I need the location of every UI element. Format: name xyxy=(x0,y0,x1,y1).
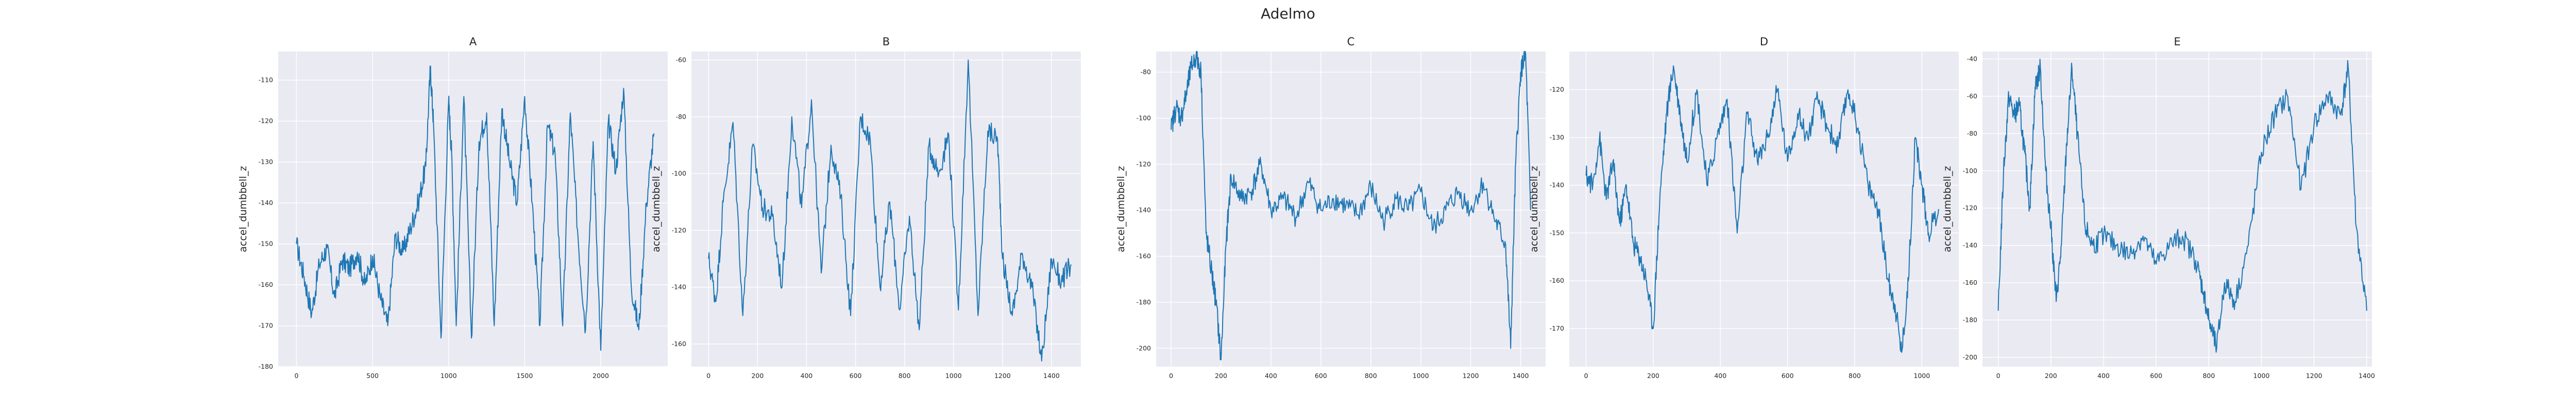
series-line xyxy=(1171,51,1531,360)
x-tick-label: 1000 xyxy=(2253,372,2270,380)
x-tick-label: 400 xyxy=(801,372,813,380)
x-tick-label: 0 xyxy=(706,372,710,380)
y-axis-label: accel_dumbbell_z xyxy=(1115,166,1127,252)
y-tick-label: -200 xyxy=(1963,353,1977,361)
subplot-B: 0 200 400 600 800 1000 1200 1400 -160 -140 -120 -10… xyxy=(651,36,1081,380)
y-tick-label: -170 xyxy=(259,322,273,330)
y-tick-label: -120 xyxy=(1137,160,1151,168)
subplot-D: 0 200 400 600 800 1000 -170 -160 -150 -140 -130 -12… xyxy=(1529,36,1959,380)
series-line xyxy=(1997,59,2367,353)
y-tick-label: -100 xyxy=(672,169,686,177)
y-tick-label: -110 xyxy=(259,76,273,84)
x-tick-label: 500 xyxy=(366,372,379,380)
y-tick-label: -150 xyxy=(259,240,273,248)
y-tick-label: -170 xyxy=(1550,324,1564,332)
subplot-C: 0 200 400 600 800 1000 1200 1400 -200 -180 -160 -14… xyxy=(1115,36,1546,380)
y-axis-label: accel_dumbbell_z xyxy=(1529,166,1540,252)
subplot-grid: 0 500 1000 1500 2000-180-170-160-150-140-130… xyxy=(238,36,2375,380)
y-tick-label: -140 xyxy=(672,283,686,291)
y-tick-label: -120 xyxy=(672,226,686,234)
x-tick-label: 200 xyxy=(751,372,764,380)
x-tick-label: 1400 xyxy=(2359,372,2375,380)
y-tick-label: -80 xyxy=(1967,129,1977,137)
y-tick-label: -200 xyxy=(1137,344,1151,352)
plot-area xyxy=(1569,52,1959,367)
y-tick-label: -40 xyxy=(1967,55,1977,62)
plot-area xyxy=(691,52,1081,367)
subplot-title: E xyxy=(2174,36,2180,48)
x-tick-label: 600 xyxy=(850,372,862,380)
y-axis-label: accel_dumbbell_z xyxy=(1942,166,1953,252)
y-tick-label: -120 xyxy=(259,117,273,125)
subplot-A: 0 500 1000 1500 2000 -180 -170 -160 -150 -140 -130… xyxy=(238,36,668,380)
x-tick-label: 200 xyxy=(1647,372,1659,380)
x-tick-label: 1400 xyxy=(1513,372,1529,380)
x-tick-label: 400 xyxy=(2097,372,2110,380)
y-tick-label: -120 xyxy=(1550,85,1564,93)
x-tick-label: 800 xyxy=(1849,372,1861,380)
x-tick-label: 1200 xyxy=(2306,372,2323,380)
x-tick-label: 2000 xyxy=(592,372,609,380)
series-line xyxy=(296,65,655,351)
plot-area xyxy=(1156,52,1546,367)
plot-area xyxy=(1982,52,2372,367)
y-tick-label: -180 xyxy=(1137,298,1151,306)
y-tick-label: -180 xyxy=(259,363,273,370)
x-tick-label: 0 xyxy=(1584,372,1588,380)
y-tick-label: -150 xyxy=(1550,229,1564,236)
subplot-title: A xyxy=(469,36,477,48)
y-tick-label: -160 xyxy=(1963,279,1977,286)
x-tick-label: 1200 xyxy=(994,372,1011,380)
x-tick-label: 1000 xyxy=(440,372,457,380)
y-tick-label: -140 xyxy=(1963,242,1977,249)
x-tick-label: 0 xyxy=(1996,372,2001,380)
x-tick-label: 200 xyxy=(2045,372,2057,380)
y-tick-label: -140 xyxy=(1137,206,1151,214)
y-tick-label: -160 xyxy=(672,340,686,348)
x-tick-label: 600 xyxy=(1315,372,1327,380)
x-tick-label: 0 xyxy=(1169,372,1173,380)
y-tick-label: -100 xyxy=(1963,167,1977,175)
x-tick-label: 600 xyxy=(2150,372,2162,380)
subplot-title: B xyxy=(883,36,890,48)
series-line xyxy=(1585,65,1939,353)
x-tick-label: 1000 xyxy=(1413,372,1429,380)
y-tick-label: -100 xyxy=(1137,114,1151,122)
y-tick-label: -140 xyxy=(259,199,273,207)
subplot-title: D xyxy=(1760,36,1768,48)
x-tick-label: 1400 xyxy=(1043,372,1060,380)
x-tick-label: 1000 xyxy=(945,372,962,380)
series-line xyxy=(708,59,1072,362)
y-tick-label: -130 xyxy=(259,158,273,166)
x-tick-label: 0 xyxy=(294,372,298,380)
y-tick-label: -80 xyxy=(1141,68,1151,76)
y-tick-label: -60 xyxy=(676,56,686,64)
x-tick-label: 1500 xyxy=(517,372,533,380)
x-tick-label: 600 xyxy=(1782,372,1794,380)
y-tick-label: -160 xyxy=(1550,277,1564,284)
y-tick-label: -120 xyxy=(1963,204,1977,212)
subplot-E: 0 200 400 600 800 1000 1200 1400 -200 -180 -160 -14… xyxy=(1942,36,2375,380)
x-tick-label: 1000 xyxy=(1913,372,1930,380)
subplot-title: C xyxy=(1347,36,1355,48)
y-tick-label: -160 xyxy=(259,281,273,288)
x-tick-label: 400 xyxy=(1714,372,1726,380)
y-axis-label: accel_dumbbell_z xyxy=(238,166,249,252)
x-tick-label: 800 xyxy=(899,372,911,380)
y-tick-label: -140 xyxy=(1550,181,1564,189)
x-tick-label: 800 xyxy=(1365,372,1377,380)
y-tick-label: -160 xyxy=(1137,252,1151,260)
y-tick-label: -130 xyxy=(1550,133,1564,141)
x-tick-label: 200 xyxy=(1215,372,1227,380)
y-tick-label: -60 xyxy=(1967,92,1977,100)
y-tick-label: -80 xyxy=(676,113,686,121)
figure-title: Adelmo xyxy=(1261,5,1315,22)
x-tick-label: 400 xyxy=(1265,372,1277,380)
x-tick-label: 800 xyxy=(2202,372,2215,380)
y-tick-label: -180 xyxy=(1963,316,1977,323)
y-axis-label: accel_dumbbell_z xyxy=(651,166,662,252)
x-tick-label: 1200 xyxy=(1463,372,1479,380)
plot-area xyxy=(278,52,668,367)
